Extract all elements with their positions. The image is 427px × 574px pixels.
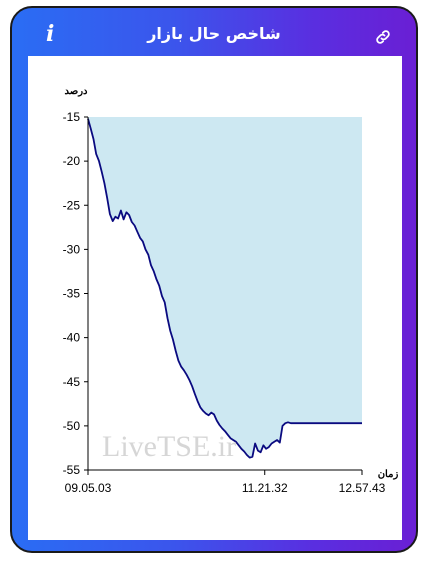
header-bar: i شاخص حال بازار xyxy=(12,8,416,60)
y-tick-label: -35 xyxy=(63,287,81,301)
series-area xyxy=(88,117,362,458)
y-tick-label: -15 xyxy=(63,110,81,124)
y-tick-label: -40 xyxy=(63,331,81,345)
page-title: شاخص حال بازار xyxy=(147,24,281,43)
y-axis-label: درصد xyxy=(64,86,88,97)
link-icon[interactable] xyxy=(374,28,392,46)
y-tick-label: -45 xyxy=(63,375,81,389)
x-tick-label: 09.05.03 xyxy=(65,481,112,495)
app-window: i شاخص حال بازار -15 -20 -25 -30 -35 -40 -45 -5… xyxy=(10,6,418,553)
series-line xyxy=(87,118,362,459)
info-icon[interactable]: i xyxy=(46,21,55,47)
market-index-chart: -15 -20 -25 -30 -35 -40 -45 -50 -55 09.05.03 11.21… xyxy=(63,86,399,495)
x-axis-label: زمان xyxy=(378,469,399,480)
y-tick-label: -55 xyxy=(63,463,81,477)
chart-card: -15 -20 -25 -30 -35 -40 -45 -50 -55 09.05.03 11.21… xyxy=(28,56,402,540)
y-tick-label: -50 xyxy=(63,419,81,433)
y-tick-label: -20 xyxy=(63,154,81,168)
y-tick-label: -25 xyxy=(63,198,81,212)
y-tick-label: -30 xyxy=(63,242,81,256)
watermark: LiveTSE.ir xyxy=(102,430,236,463)
x-tick-label: 12.57.43 xyxy=(339,481,386,495)
x-tick-label: 11.21.32 xyxy=(242,481,288,495)
